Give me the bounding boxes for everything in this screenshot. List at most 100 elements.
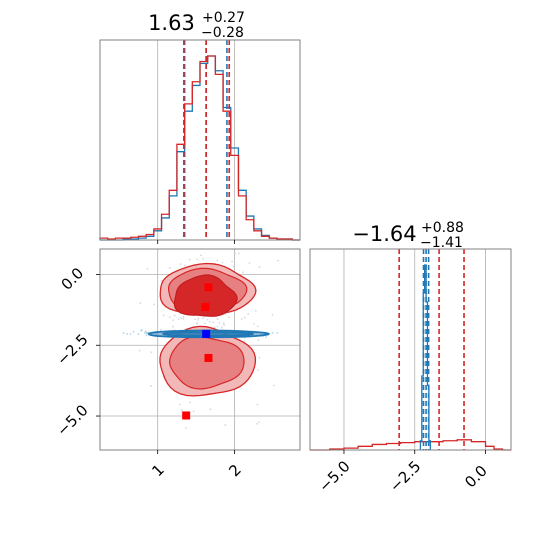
joint-scatter-points [57,174,316,429]
joint-panel: 1 2 0.0 −2.5 −5.0 [53,174,316,480]
red-square-marker [201,303,210,312]
param2-grid [343,249,486,450]
param2-axes-frame [309,248,512,451]
marginal-param1-panel: 1.63 +0.27 −0.28 [99,7,301,244]
joint-scatter-point [172,319,175,322]
joint-scatter-point [150,351,153,354]
joint-ytick-label: 0.0 [58,264,88,294]
joint-scatter-point [153,303,156,306]
joint-scatter-point [178,403,181,406]
joint-scatter-point [196,322,199,325]
joint-scatter-point [139,302,142,305]
joint-scatter-point [153,226,155,228]
joint-scatter-point [222,322,225,325]
joint-scatter-point [168,316,171,319]
joint-scatter-point [242,271,244,274]
joint-scatter-point [208,320,211,323]
joint-scatter-point [258,266,261,268]
joint-scatter-point [256,403,259,406]
joint-scatter-point [258,421,261,424]
joint-scatter-point-blue [137,333,140,336]
joint-scatter-point [168,266,171,269]
param1-title-upper: +0.27 [202,10,245,26]
param2-xtick-label: −2.5 [386,457,424,495]
param2-xticks: −5.0 −2.5 0.0 [315,450,491,496]
param2-red-step-line [310,439,511,451]
joint-scatter-point [192,410,195,413]
joint-scatter-point [189,401,191,404]
joint-scatter-point [256,325,259,328]
joint-scatter-point [194,318,197,321]
joint-markers [182,283,213,420]
joint-scatter-point [256,369,259,371]
joint-scatter-point [214,240,216,242]
joint-scatter-point [224,243,226,245]
red-contour-mid-lower [168,335,245,390]
param2-title-lower: −1.41 [420,235,463,251]
joint-xtick-label: 2 [225,461,244,480]
joint-scatter-point [257,338,260,341]
joint-scatter-point [234,252,237,255]
joint-contours-red [159,262,257,397]
joint-scatter-point [146,267,149,270]
red-contour-inner [173,274,238,317]
joint-scatter-point [253,322,256,325]
joint-scatter-point [182,318,185,320]
joint-scatter-point [175,242,177,244]
joint-scatter-point [173,314,176,317]
joint-scatter-point [277,259,280,262]
joint-scatter-point-blue [132,330,135,333]
joint-scatter-point [212,321,215,323]
joint-scatter-point [196,258,198,261]
joint-scatter-point [216,259,219,262]
joint-scatter-point [209,408,212,411]
joint-scatter-point [184,264,186,267]
joint-scatter-point [172,325,174,328]
joint-scatter-point-blue [57,337,59,339]
joint-scatter-point-blue [276,332,279,334]
param2-title-upper: +0.88 [421,220,464,236]
joint-scatter-point [138,349,141,352]
param2-title: −1.64 +0.88 −1.41 [352,217,469,251]
joint-scatter-point [218,321,221,324]
joint-scatter-point [243,340,246,343]
param1-title: 1.63 +0.27 −0.28 [148,7,250,41]
joint-scatter-point-blue [126,333,129,335]
joint-ytick-label: −2.5 [53,330,91,368]
joint-scatter-point [179,263,182,265]
joint-scatter-point [206,318,209,321]
param1-grid [157,40,236,240]
joint-scatter-point [237,252,240,255]
joint-scatter-point [160,280,163,282]
joint-scatter-point-blue [145,331,148,334]
joint-scatter-point-blue [159,329,162,331]
joint-scatter-point-blue [144,332,146,334]
param1-blue-step-line [100,55,300,241]
joint-scatter-point [203,322,206,325]
joint-scatter-point [190,174,192,176]
joint-scatter-point-blue [271,331,274,334]
param1-histogram [99,40,300,241]
param2-xtick-label: −5.0 [315,457,353,495]
param2-histogram [310,249,511,451]
joint-scatter-point-blue [129,333,132,335]
joint-scatter-point [213,326,216,329]
joint-scatter-point [180,317,183,319]
joint-scatter-point [232,265,235,268]
joint-scatter-point-blue [314,333,316,335]
param2-title-value: −1.64 [352,222,416,246]
red-square-marker [182,411,191,420]
joint-scatter-point [182,316,185,318]
joint-scatter-point [181,409,183,412]
joint-scatter-point [145,191,147,193]
joint-scatter-point-blue [122,332,125,335]
joint-scatter-point [223,323,226,326]
joint-scatter-point [248,262,251,264]
joint-scatter-point [271,313,274,316]
joint-scatter-point [221,261,224,264]
joint-scatter-point [256,222,258,224]
marginal-param2-panel: −1.64 +0.88 −1.41 −5.0 −2.5 0.0 [309,217,512,496]
joint-xtick-label: 1 [148,461,167,480]
joint-scatter-point [197,319,199,321]
